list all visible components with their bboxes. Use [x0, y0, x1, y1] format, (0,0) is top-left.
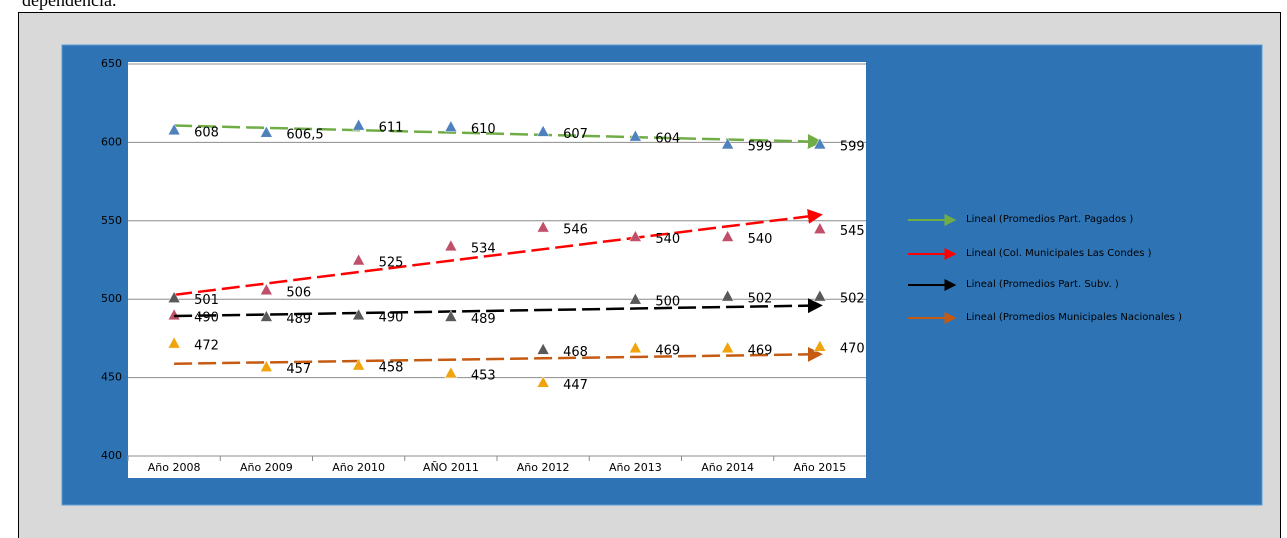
data-marker: [259, 125, 273, 138]
data-marker: [259, 360, 273, 372]
data-marker: [444, 120, 458, 132]
y-tick-label: 500: [101, 292, 122, 305]
data-label: 545: [840, 224, 865, 239]
data-label: 534: [471, 241, 496, 256]
data-marker: [628, 292, 642, 305]
data-label: 490: [194, 310, 219, 325]
data-marker: [721, 289, 735, 302]
data-marker: [167, 336, 181, 349]
data-marker: [444, 366, 458, 379]
data-marker: [813, 137, 827, 150]
data-label: 604: [655, 132, 680, 147]
x-tick-label: Año 2009: [240, 461, 293, 474]
data-label: 607: [563, 127, 588, 142]
data-label: 525: [379, 256, 404, 271]
data-label: 453: [471, 368, 496, 383]
x-tick-label: Año 2010: [332, 461, 385, 474]
data-label: 599: [748, 139, 773, 154]
y-tick-label: 600: [101, 135, 122, 148]
data-label: 458: [379, 361, 404, 376]
data-label: 610: [471, 122, 496, 137]
x-tick-label: AÑO 2011: [423, 461, 479, 474]
data-marker: [259, 283, 273, 296]
data-marker: [167, 123, 181, 136]
data-label: 489: [471, 312, 496, 327]
data-marker: [813, 289, 827, 302]
data-label: 502: [840, 292, 865, 307]
data-marker: [167, 291, 181, 303]
legend-label: Lineal (Promedios Municipales Nacionales…: [966, 312, 1183, 323]
data-label: 457: [286, 362, 311, 377]
data-label: 489: [286, 312, 311, 327]
data-marker: [444, 309, 458, 322]
data-label: 472: [194, 339, 219, 354]
data-marker: [352, 118, 366, 131]
x-tick-label: Año 2013: [609, 461, 662, 474]
x-tick-label: Año 2014: [701, 461, 754, 474]
data-marker: [259, 309, 273, 322]
data-label: 506: [286, 285, 311, 300]
data-marker: [721, 341, 735, 354]
data-marker: [628, 229, 642, 242]
legend-label: Lineal (Col. Municipales Las Condes ): [966, 248, 1152, 259]
data-marker: [813, 339, 827, 352]
data-label: 540: [655, 232, 680, 247]
data-label: 501: [194, 293, 219, 308]
data-label: 490: [379, 310, 404, 325]
trend-line: [174, 346, 823, 365]
y-tick-label: 650: [101, 57, 122, 70]
y-tick-label: 450: [101, 371, 122, 384]
data-label: 608: [194, 125, 219, 140]
data-marker: [352, 358, 366, 371]
y-tick-label: 550: [101, 214, 122, 227]
legend-label: Lineal (Promedios Part. Subv. ): [966, 279, 1119, 290]
data-marker: [536, 124, 550, 137]
trend-line: [174, 298, 823, 318]
data-marker: [721, 229, 735, 242]
data-marker: [352, 308, 366, 321]
data-marker: [813, 222, 827, 234]
data-label: 500: [655, 295, 680, 310]
data-marker: [721, 137, 735, 150]
data-marker: [444, 239, 458, 252]
data-label: 599: [840, 139, 865, 154]
data-label: 469: [655, 343, 680, 358]
data-label: 447: [563, 378, 588, 393]
x-tick-label: Año 2012: [517, 461, 570, 474]
data-marker: [352, 253, 366, 266]
data-label: 469: [748, 343, 773, 358]
data-marker: [628, 341, 642, 354]
trend-line: [174, 124, 823, 150]
data-marker: [536, 220, 550, 233]
data-label: 546: [563, 223, 588, 238]
y-tick-label: 400: [101, 449, 122, 462]
data-marker: [628, 129, 642, 142]
data-label: 606,5: [286, 128, 323, 143]
x-tick-label: Año 2008: [148, 461, 201, 474]
data-label: 468: [563, 345, 588, 360]
trend-line: [173, 208, 823, 297]
legend-label: Lineal (Promedios Part. Pagados ): [966, 214, 1134, 225]
data-label: 540: [748, 232, 773, 247]
data-marker: [536, 342, 550, 355]
data-label: 470: [840, 342, 865, 357]
data-label: 611: [379, 121, 404, 136]
data-label: 502: [748, 292, 773, 307]
data-marker: [536, 375, 550, 388]
document-text: dependencia.: [22, 0, 117, 10]
x-tick-label: Año 2015: [794, 461, 847, 474]
plot-area: [128, 62, 866, 478]
